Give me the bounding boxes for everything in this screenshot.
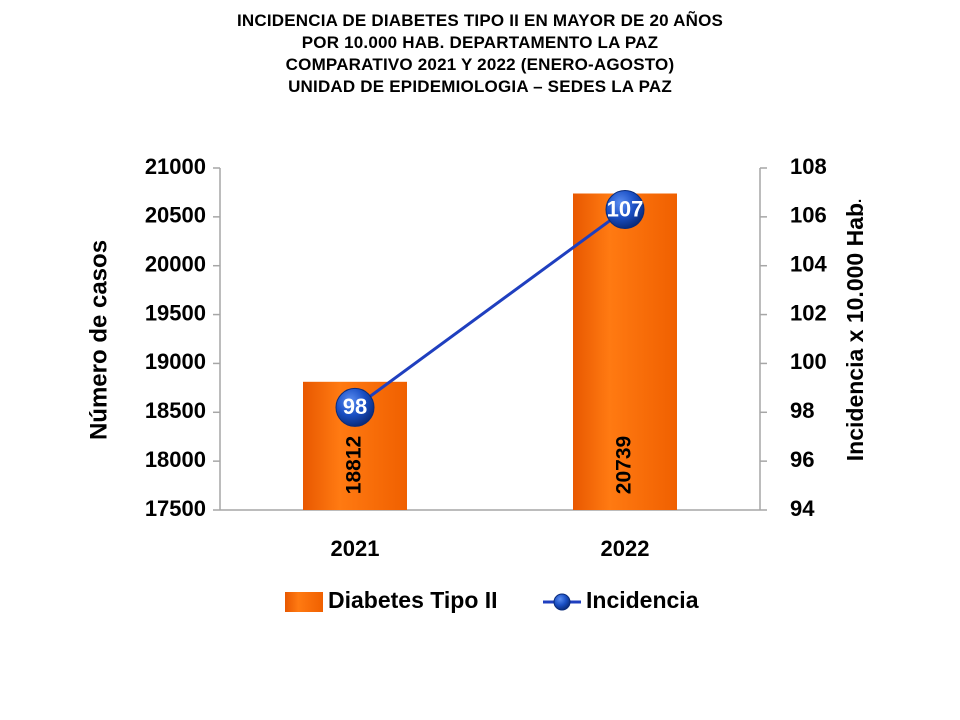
line-series: 98 107 [335, 190, 645, 427]
legend: Diabetes Tipo II Incidencia [285, 587, 699, 613]
left-tick-label: 20000 [145, 252, 206, 277]
title-line-2: POR 10.000 HAB. DEPARTAMENTO LA PAZ [301, 33, 659, 52]
x-tick-label: 2022 [601, 536, 650, 561]
y2-axis-label: Incidencia x 10.000 Hab. [842, 199, 868, 461]
right-tick-label: 96 [790, 447, 814, 472]
incidence-value-label: 98 [343, 394, 367, 419]
legend-swatch-marker [553, 593, 571, 611]
left-tick-label: 18000 [145, 447, 206, 472]
left-tick-label: 19500 [145, 300, 206, 325]
left-tick-label: 20500 [145, 203, 206, 228]
incidence-marker [605, 190, 645, 230]
legend-label-line: Incidencia [586, 587, 699, 613]
left-tick-label: 18500 [145, 398, 206, 423]
right-tick-label: 94 [790, 496, 815, 521]
axes [219, 168, 761, 511]
left-tick-label: 19000 [145, 349, 206, 374]
legend-label-bar: Diabetes Tipo II [328, 587, 498, 613]
bar-2022 [573, 193, 677, 511]
bar-value-label: 20739 [613, 436, 636, 494]
incidence-value-label: 107 [607, 196, 644, 221]
incidence-marker [335, 387, 375, 427]
bar-series: 18812 20739 [303, 193, 677, 511]
title-line-4: UNIDAD DE EPIDEMIOLOGIA – SEDES LA PAZ [288, 77, 672, 96]
chart-title: INCIDENCIA DE DIABETES TIPO II EN MAYOR … [0, 10, 960, 98]
right-tick-label: 100 [790, 349, 827, 374]
legend-swatch-bar [285, 592, 323, 612]
y-axis-label: Número de casos [85, 240, 112, 440]
left-tick-label: 17500 [145, 496, 206, 521]
title-line-1: INCIDENCIA DE DIABETES TIPO II EN MAYOR … [236, 11, 724, 30]
right-tick-label: 98 [790, 398, 814, 423]
right-tick-label: 104 [790, 252, 827, 277]
right-tick-label: 102 [790, 300, 827, 325]
title-line-3: COMPARATIVO 2021 Y 2022 (ENERO-AGOSTO) [285, 55, 675, 74]
incidence-line [354, 208, 626, 409]
x-tick-label: 2021 [331, 536, 380, 561]
left-axis-ticks: 17500 18000 18500 19000 19500 20000 20500 21000 [145, 154, 220, 521]
right-tick-label: 108 [790, 154, 827, 179]
left-tick-label: 21000 [145, 154, 206, 179]
right-tick-label: 106 [790, 203, 827, 228]
x-axis-tick-labels: 2021 2022 [331, 536, 650, 561]
right-axis-ticks: 94 96 98 100 102 104 106 108 [760, 154, 827, 521]
bar-value-label: 18812 [343, 436, 366, 494]
